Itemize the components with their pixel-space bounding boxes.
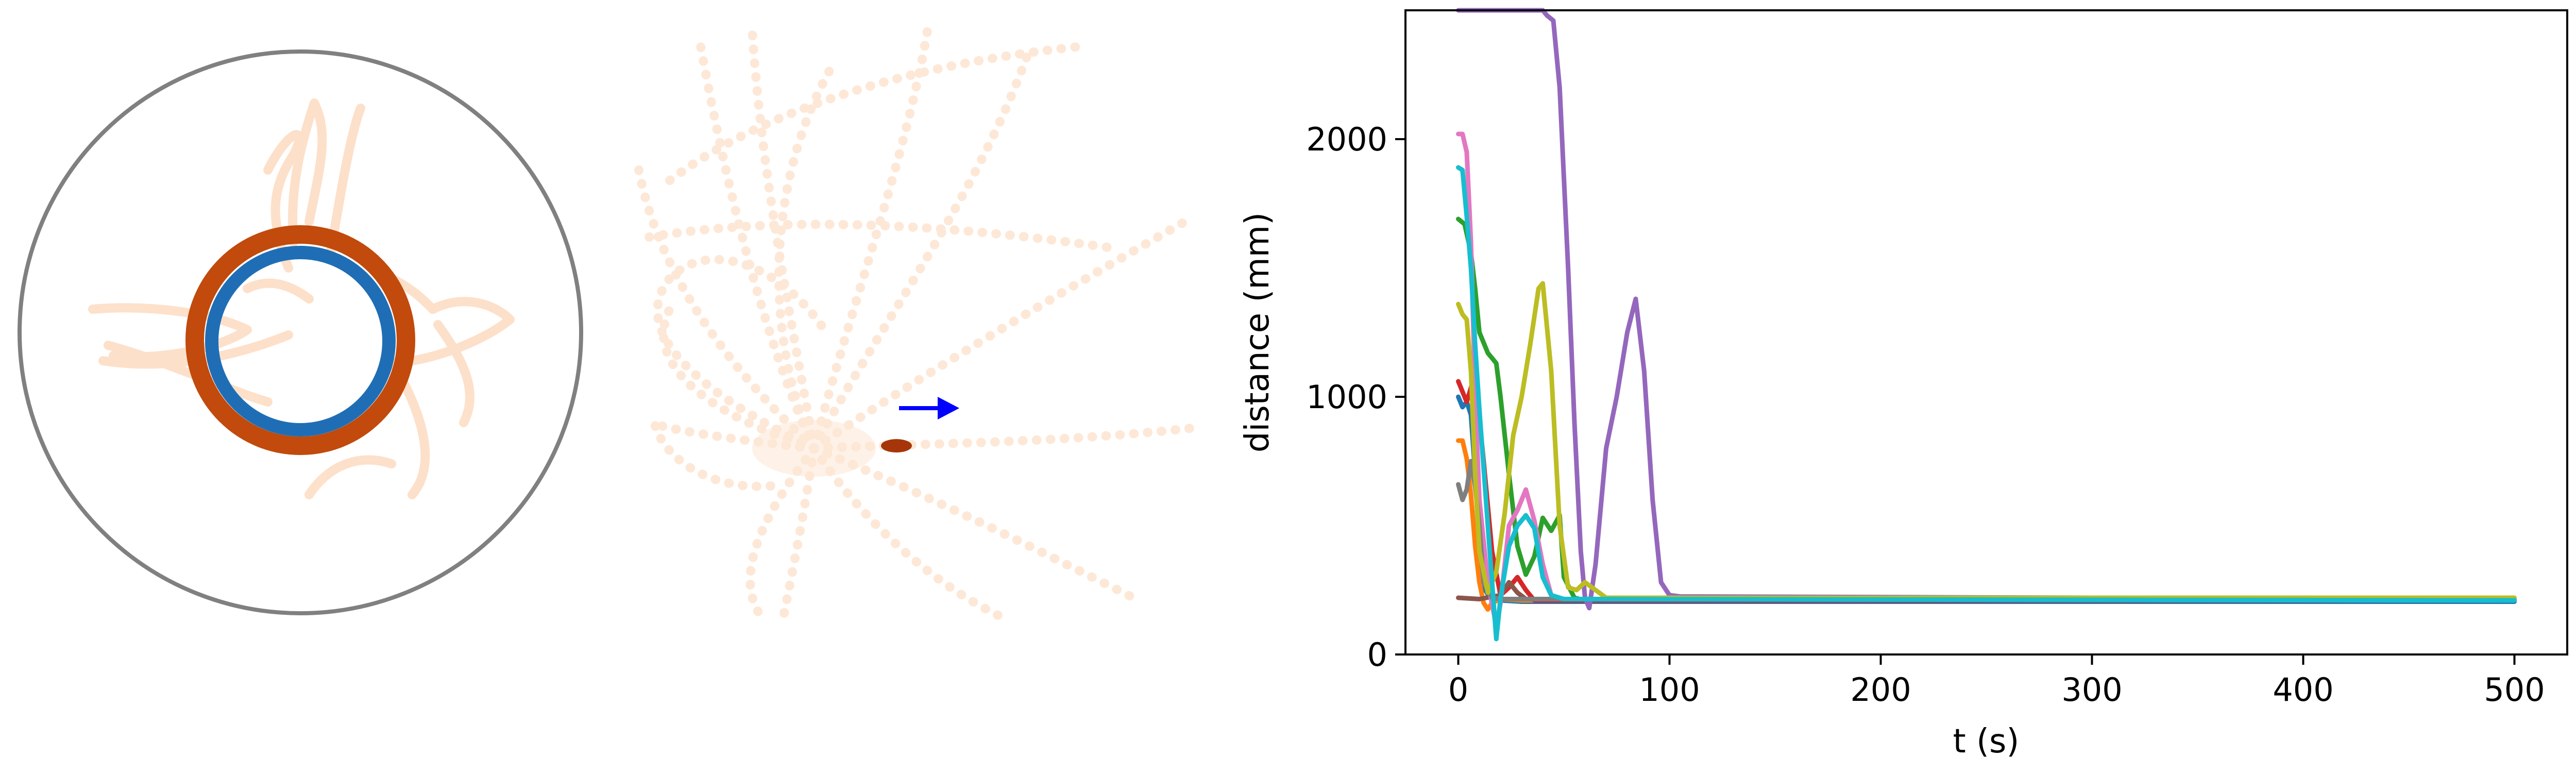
inner-ring (205, 246, 396, 436)
path-trail (809, 444, 1009, 623)
y-tick-label: 1000 (1306, 378, 1387, 416)
path-trail (774, 57, 839, 453)
arena-trail (304, 455, 396, 499)
series-line (1456, 216, 2517, 603)
path-trail (809, 42, 1035, 453)
x-axis: 0 100 200 300 400 500 (1448, 654, 2545, 709)
arena-trail (88, 303, 252, 362)
x-axis-label: t (s) (1953, 722, 2020, 761)
series-line (1456, 394, 2517, 604)
path-trail (634, 165, 819, 453)
line-chart: 0 100 200 300 400 500 0 1000 2000 t (s) distanc… (1239, 8, 2568, 761)
plot-frame (1404, 9, 2568, 656)
arena-trail (433, 320, 474, 427)
path-trail (665, 42, 1087, 185)
animal-marker (881, 439, 912, 452)
arena-trail (243, 278, 314, 304)
series-line (1456, 281, 2517, 600)
paths-panel (634, 26, 1200, 623)
x-tick-label: 100 (1639, 671, 1700, 709)
plot-series (1456, 8, 2517, 642)
arena-boundary (18, 49, 583, 615)
path-trail (809, 26, 932, 453)
series-line (1456, 165, 2517, 642)
series-line (1456, 438, 2517, 612)
arena-panel (18, 49, 583, 615)
x-tick-label: 300 (2061, 671, 2122, 709)
x-tick-label: 200 (1850, 671, 1911, 709)
y-tick-label: 0 (1367, 636, 1387, 674)
y-tick-label: 2000 (1306, 121, 1387, 158)
arena-trail (288, 98, 327, 247)
x-tick-label: 500 (2484, 671, 2545, 709)
path-blob (752, 420, 876, 477)
path-trail (649, 417, 819, 491)
series-line (1456, 459, 2517, 603)
arena-trail (263, 130, 304, 273)
series-line (1456, 131, 2517, 629)
y-axis-label: distance (mm) (1239, 212, 1277, 452)
heading-arrow-head (938, 397, 959, 419)
path-trail (809, 423, 1200, 453)
x-tick-label: 0 (1448, 671, 1468, 709)
path-trail (809, 444, 1138, 602)
x-tick-label: 400 (2273, 671, 2333, 709)
arena-trail (408, 297, 515, 365)
outer-ring (185, 225, 415, 455)
path-trails (634, 26, 1200, 623)
y-axis: 0 1000 2000 (1306, 121, 1405, 674)
path-trail (748, 26, 819, 453)
path-trail (809, 217, 1190, 453)
series-line (1456, 8, 2517, 611)
path-trail (645, 220, 1112, 252)
path-trail (653, 255, 829, 453)
